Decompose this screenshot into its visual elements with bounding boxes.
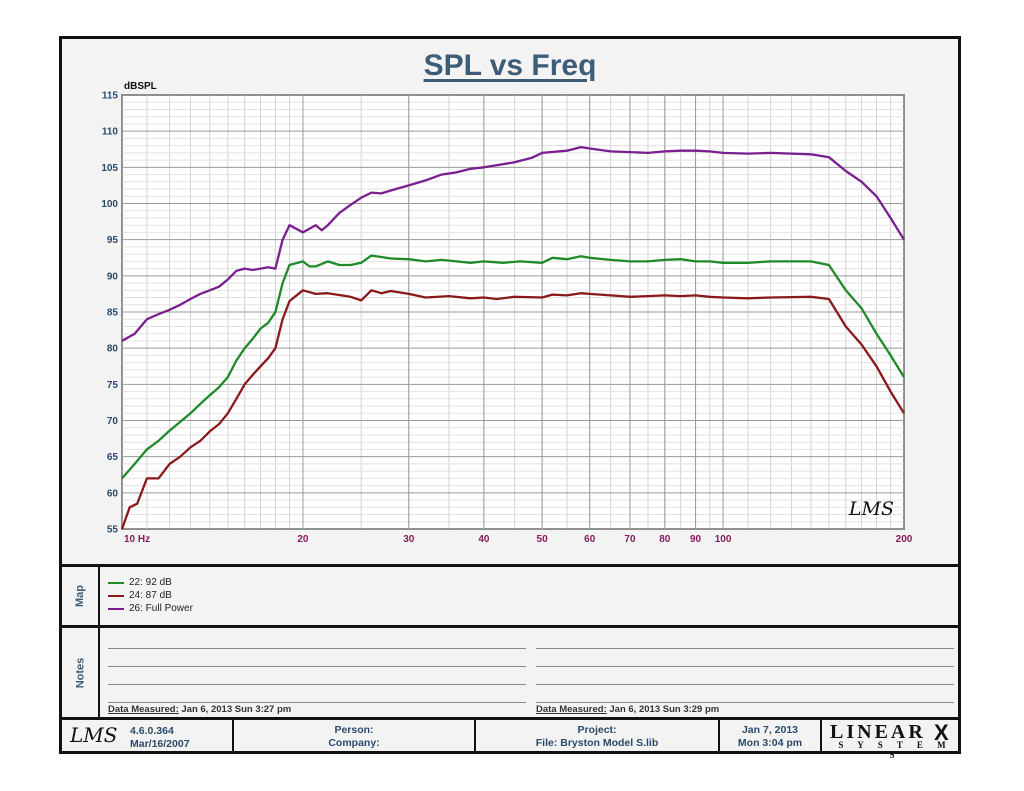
- note-line: [536, 684, 954, 685]
- legend-swatch: [108, 607, 124, 610]
- x-tick-label: 200: [896, 534, 913, 545]
- x-tick-label: 80: [659, 534, 671, 545]
- y-tick-label: 75: [107, 380, 119, 391]
- project-cell: Project: File: Bryston Model S.lib: [474, 720, 718, 751]
- y-tick-label: 90: [107, 271, 119, 282]
- x-tick-label: 40: [478, 534, 490, 545]
- brand-cell: LINEAR X S Y S T E M S: [820, 720, 958, 760]
- y-tick-label: 65: [107, 452, 119, 463]
- footer-time: Mon 3:04 pm: [737, 737, 803, 749]
- note-line: [108, 702, 526, 703]
- brand-x: X: [934, 720, 949, 745]
- lms-watermark-icon: LMS: [848, 498, 894, 520]
- x-tick-label: 30: [403, 534, 415, 545]
- footer: LMS 4.6.0.364 Mar/16/2007 Person: Compan…: [62, 717, 958, 760]
- series-line: [120, 289, 905, 530]
- y-tick-label: 95: [107, 235, 119, 246]
- notes-section: Notes Data Measured: Jan 6, 2013 Sun 3:2…: [62, 625, 958, 717]
- x-tick-label: 50: [537, 534, 549, 545]
- notes-label: Notes: [62, 628, 100, 717]
- person-cell: Person: Company:: [232, 720, 474, 751]
- legend-swatch: [108, 581, 124, 584]
- brand-bottom: S Y S T E M S: [838, 740, 952, 760]
- y-tick-label: 100: [101, 199, 118, 210]
- company-label: Company:: [328, 737, 380, 749]
- y-tick-label: 105: [101, 163, 118, 174]
- chart-title: SPL vs Freq: [423, 49, 597, 82]
- note-line: [536, 648, 954, 649]
- measured-left: Data Measured: Jan 6, 2013 Sun 3:27 pm: [108, 704, 292, 715]
- series-line: [121, 145, 905, 342]
- map-label: Map: [62, 567, 100, 625]
- y-tick-label: 115: [102, 91, 119, 102]
- y-tick-label: 80: [107, 344, 119, 355]
- lms-logo: LMS: [70, 723, 118, 747]
- legend-item: 22: 92 dB: [108, 577, 172, 588]
- y-tick-label: 110: [102, 127, 119, 138]
- footer-date: Jan 7, 2013: [741, 724, 799, 736]
- person-label: Person:: [334, 724, 374, 736]
- version: 4.6.0.364: [130, 725, 174, 737]
- note-line: [108, 648, 526, 649]
- x-tick-label: 60: [584, 534, 596, 545]
- y-axis-label: dBSPL: [124, 81, 157, 92]
- legend-label: 24: 87 dB: [129, 590, 172, 601]
- y-tick-label: 55: [107, 525, 119, 536]
- file-label: File: Bryston Model S.lib: [535, 737, 659, 749]
- version-date: Mar/16/2007: [130, 738, 190, 750]
- legend-item: 26: Full Power: [108, 603, 193, 614]
- brand-top: LINEAR: [830, 721, 926, 743]
- legend-label: 22: 92 dB: [129, 577, 172, 588]
- note-line: [108, 666, 526, 667]
- map-section: Map 22: 92 dB 24: 87 dB 26: Full Power: [62, 564, 958, 625]
- x-tick-label: 70: [624, 534, 636, 545]
- note-line: [536, 702, 954, 703]
- spl-chart: 55 60 65 70 75 80 85 90 95 100 105 110 115 10 Hz 20 30 4…: [101, 81, 913, 545]
- legend-label: 26: Full Power: [129, 603, 193, 614]
- project-label: Project:: [577, 724, 617, 736]
- report-frame: SPL vs Freq 55 60 65 70 75 80 85 90 95 100 105 110 1…: [59, 36, 961, 760]
- note-line: [536, 666, 954, 667]
- y-tick-label: 70: [107, 416, 119, 427]
- legend-item: 24: 87 dB: [108, 590, 172, 601]
- measured-right: Data Measured: Jan 6, 2013 Sun 3:29 pm: [536, 704, 720, 715]
- x-tick-label: 90: [690, 534, 702, 545]
- y-tick-label: 85: [107, 308, 119, 319]
- legend-swatch: [108, 594, 124, 597]
- y-tick-label: 60: [107, 488, 119, 499]
- date-cell: Jan 7, 2013 Mon 3:04 pm: [718, 720, 820, 751]
- note-line: [108, 684, 526, 685]
- series-line: [121, 254, 905, 480]
- footer-logo-cell: LMS 4.6.0.364 Mar/16/2007: [62, 720, 232, 751]
- x-tick-label: 20: [297, 534, 309, 545]
- x-tick-label: 100: [715, 534, 732, 545]
- x-tick-label: 10 Hz: [124, 534, 150, 545]
